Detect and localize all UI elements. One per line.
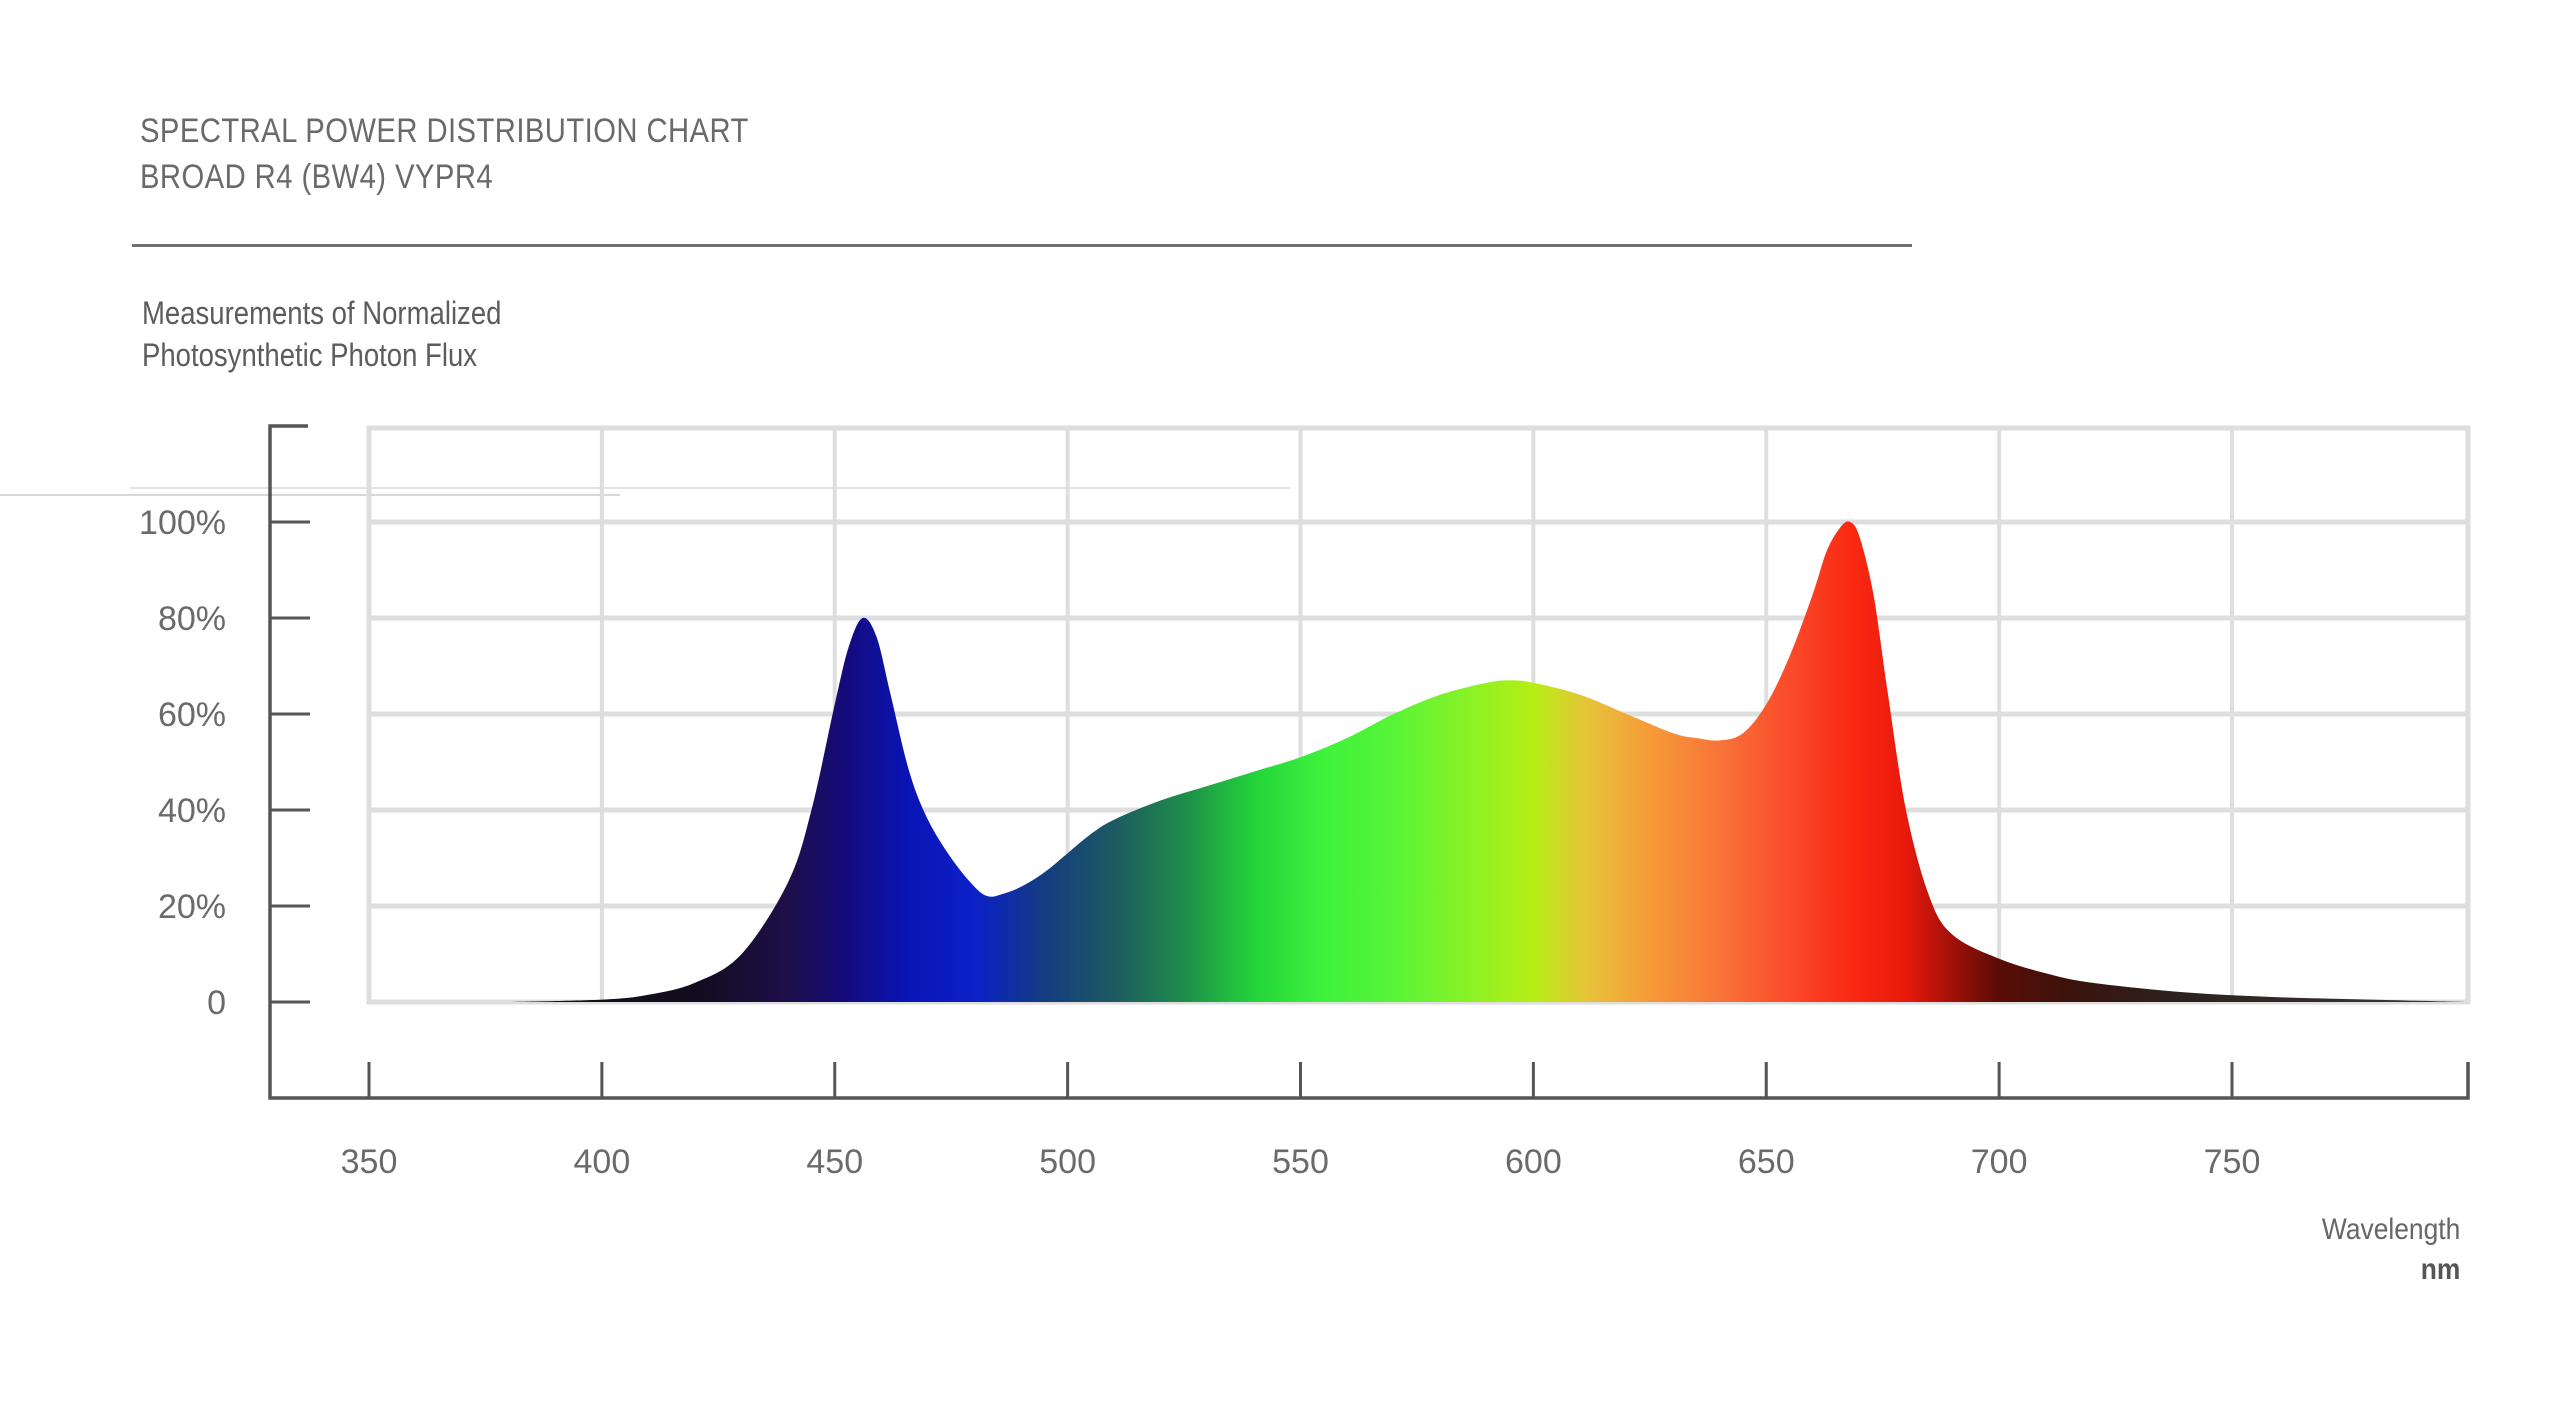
x-tick-label: 700 — [1971, 1143, 2028, 1181]
y-tick-labels: 0 20% 40% 60% 80% 100% — [139, 504, 226, 1022]
axes — [268, 424, 2470, 1100]
y-tick-label: 40% — [158, 792, 226, 830]
x-tick-label: 500 — [1039, 1143, 1096, 1181]
chart-title-line1: SPECTRAL POWER DISTRIBUTION CHART — [140, 112, 749, 150]
ghost-divider-left — [0, 494, 620, 496]
axis-lines — [268, 424, 2470, 1100]
ghost-divider — [130, 487, 1290, 489]
chart-title: SPECTRAL POWER DISTRIBUTION CHART BROAD … — [140, 108, 749, 200]
y-tick-label: 20% — [158, 888, 226, 926]
x-tick-labels: 350 400 450 500 550 600 650 700 750 — [341, 1143, 2261, 1181]
x-axis-label: Wavelength — [2321, 1213, 2460, 1246]
y-tick-label: 60% — [158, 696, 226, 734]
chart-subtitle-line1: Measurements of Normalized — [142, 295, 502, 331]
x-tick-label: 350 — [341, 1143, 398, 1181]
chart-title-line2: BROAD R4 (BW4) VYPR4 — [140, 158, 494, 196]
x-axis-unit: nm — [2420, 1253, 2460, 1286]
y-tick-label: 0 — [207, 984, 226, 1022]
y-tick-label: 80% — [158, 600, 226, 638]
chart-subtitle-line2: Photosynthetic Photon Flux — [142, 337, 478, 373]
x-axis-title: Wavelength nm — [2322, 1210, 2460, 1290]
x-tick-label: 750 — [2204, 1143, 2261, 1181]
x-tick-label: 400 — [574, 1143, 631, 1181]
x-tick-label: 650 — [1738, 1143, 1795, 1181]
y-tick-label: 100% — [139, 504, 226, 542]
chart-subtitle: Measurements of Normalized Photosyntheti… — [142, 292, 501, 376]
title-divider — [132, 244, 1912, 247]
spectrum-area — [508, 521, 2465, 1002]
x-tick-label: 550 — [1272, 1143, 1329, 1181]
x-tick-label: 450 — [806, 1143, 863, 1181]
x-tick-label: 600 — [1505, 1143, 1562, 1181]
